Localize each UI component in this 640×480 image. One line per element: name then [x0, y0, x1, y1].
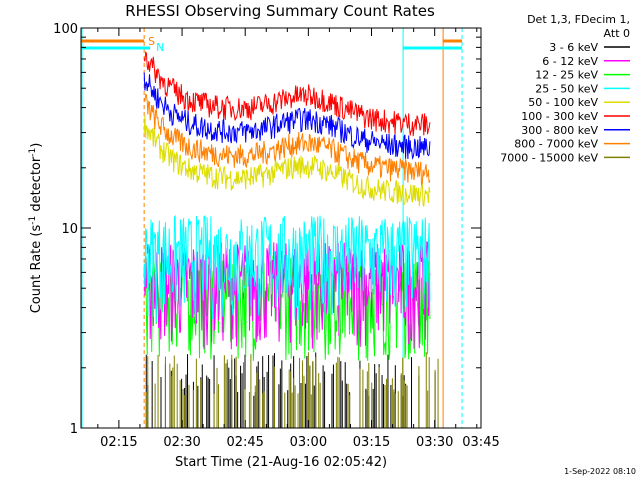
y-tick-label-1: 10 — [61, 222, 78, 237]
x-tick-label-0: 02:15 — [100, 435, 137, 450]
y-tick-label-2: 1 — [70, 422, 78, 437]
legend-label-4: 50 - 100 keV — [528, 96, 598, 109]
x-tick-label-5: 03:30 — [416, 435, 453, 450]
legend-label-8: 7000 - 15000 keV — [500, 151, 598, 164]
y-axis: 100 10 1 — [53, 22, 481, 437]
x-axis: 02:15 02:30 02:45 03:00 03:15 03:30 03:45 — [97, 28, 500, 450]
legend-label-3: 25 - 50 keV — [535, 82, 598, 95]
series-3 — [143, 214, 431, 323]
x-tick-label-1: 02:30 — [163, 435, 200, 450]
series-4-line — [143, 115, 431, 207]
legend-label-1: 6 - 12 keV — [542, 55, 598, 68]
series-5 — [143, 50, 431, 137]
series-6 — [143, 72, 431, 160]
x-tick-label-6: 03:45 — [462, 435, 499, 450]
legend-label-7: 800 - 7000 keV — [514, 138, 598, 151]
y-tick-label-0: 100 — [53, 22, 78, 37]
series-7-line — [143, 93, 431, 186]
saa-marker: S — [148, 35, 155, 48]
y-axis-label: Count Rate (s-1 detector-1) — [28, 143, 44, 314]
series-7 — [143, 93, 431, 186]
legend-label-6: 300 - 800 keV — [521, 124, 598, 137]
series-5-line — [143, 50, 431, 137]
legend-header-line2: Att 0 — [604, 27, 630, 40]
chart-title: RHESSI Observing Summary Count Rates — [125, 2, 435, 20]
series-8 — [145, 352, 439, 428]
x-tick-label-2: 02:45 — [226, 435, 263, 450]
series-4 — [143, 115, 431, 207]
series-3-line — [143, 214, 431, 323]
x-tick-label-3: 03:00 — [290, 435, 327, 450]
legend-label-2: 12 - 25 keV — [535, 69, 598, 82]
series-6-line — [143, 72, 431, 160]
legend-label-0: 3 - 6 keV — [549, 41, 598, 54]
night-marker: N — [156, 41, 164, 54]
legend-label-5: 100 - 300 keV — [521, 110, 598, 123]
timestamp: 1-Sep-2022 08:10 — [564, 467, 636, 476]
x-tick-label-4: 03:15 — [353, 435, 390, 450]
legend-header-line1: Det 1,3, FDecim 1, — [527, 13, 630, 26]
x-axis-label: Start Time (21-Aug-16 02:05:42) — [175, 455, 387, 470]
